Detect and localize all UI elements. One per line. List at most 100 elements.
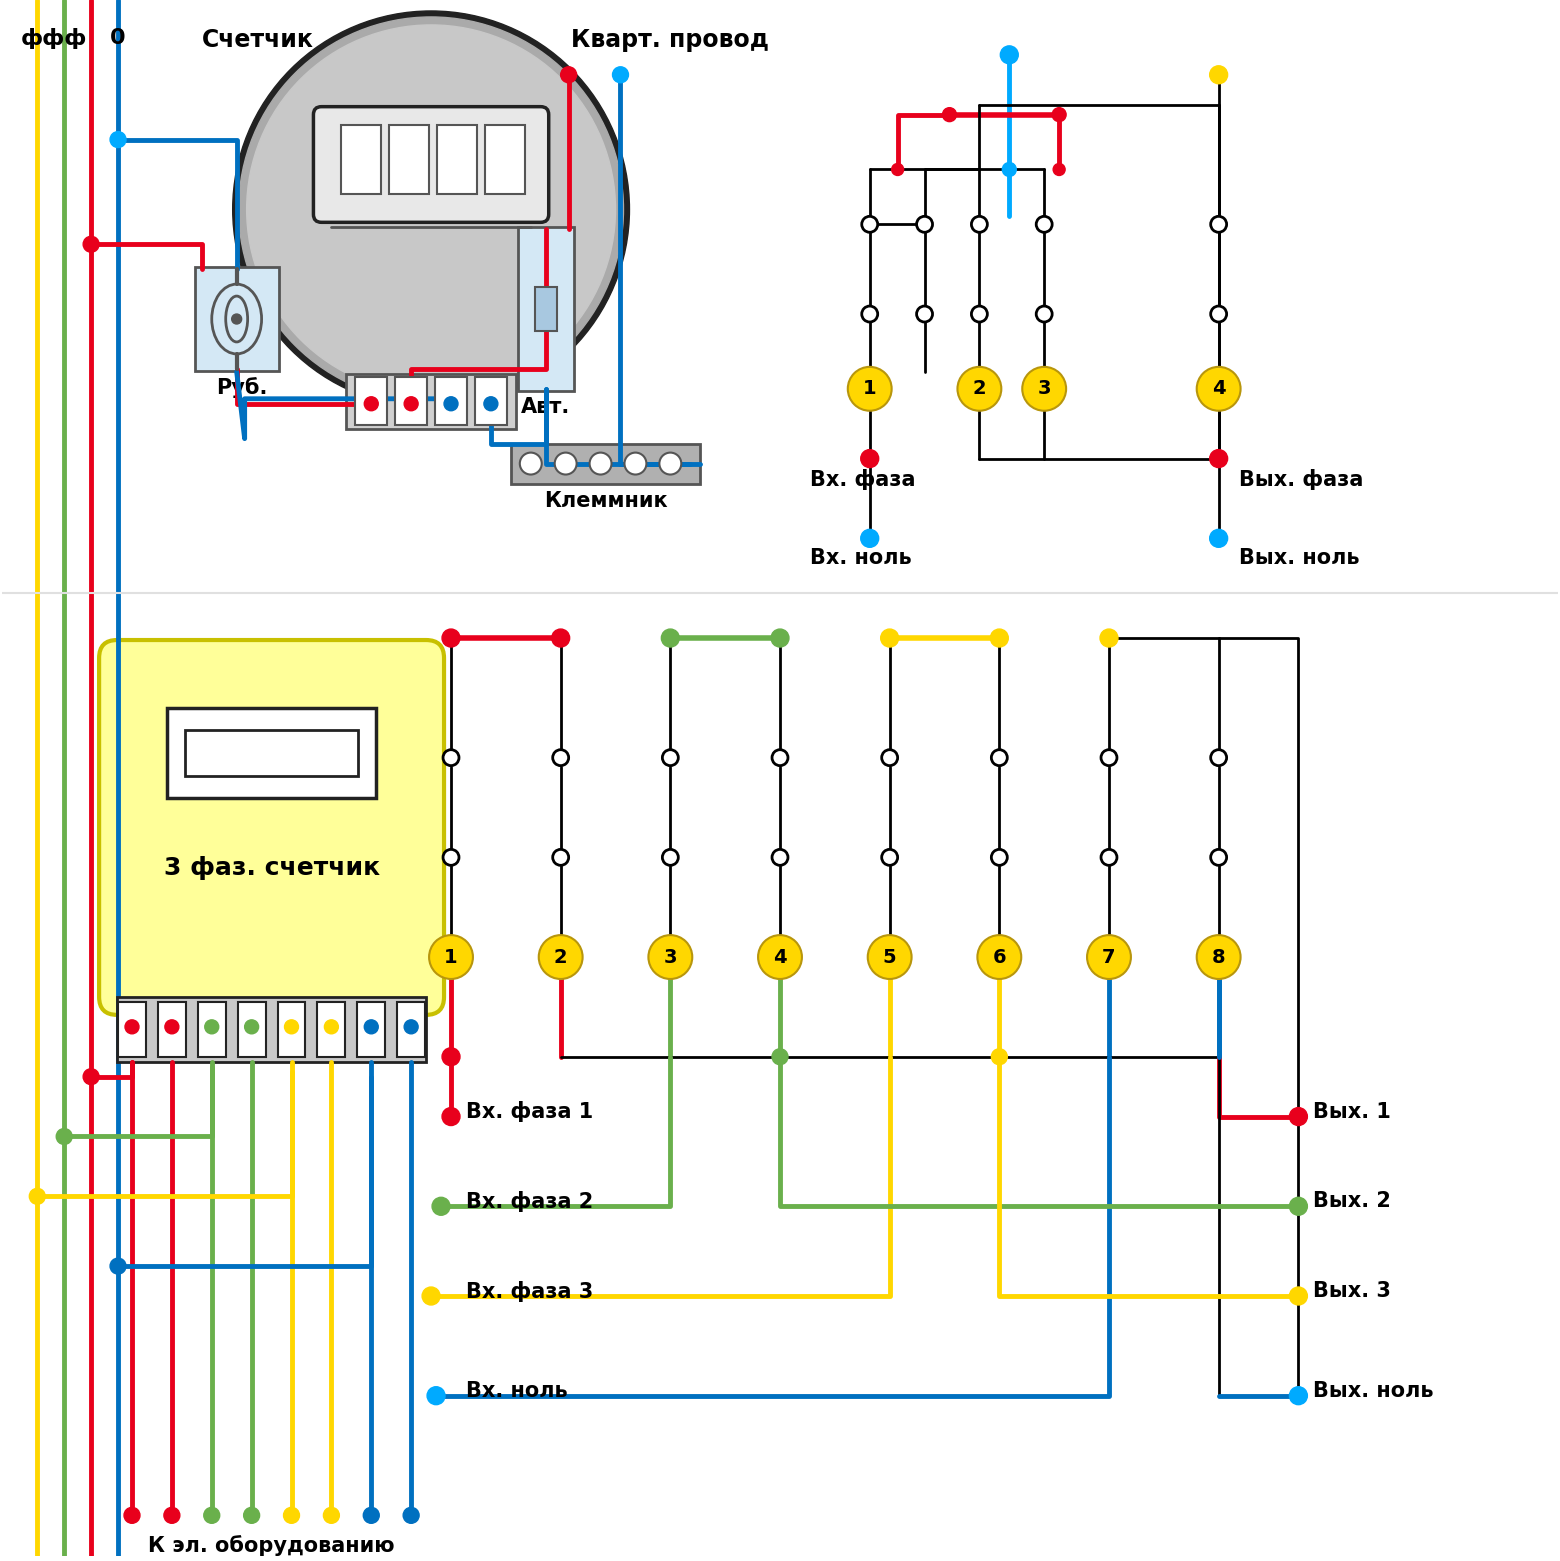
- Text: 6: 6: [992, 948, 1006, 966]
- Circle shape: [1290, 1386, 1307, 1405]
- Circle shape: [284, 1019, 298, 1033]
- Bar: [167, 707, 376, 798]
- Text: Вых. ноль: Вых. ноль: [1314, 1381, 1434, 1400]
- Bar: [357, 1002, 385, 1057]
- Circle shape: [552, 849, 569, 865]
- Circle shape: [613, 67, 629, 83]
- Circle shape: [365, 396, 378, 411]
- Text: Вых. 3: Вых. 3: [1314, 1282, 1392, 1300]
- Text: 2: 2: [972, 379, 986, 398]
- Circle shape: [917, 306, 933, 322]
- Circle shape: [232, 314, 242, 325]
- Circle shape: [445, 396, 459, 411]
- Text: 3: 3: [663, 948, 677, 966]
- Circle shape: [917, 217, 933, 233]
- Circle shape: [1209, 66, 1228, 84]
- Circle shape: [83, 236, 100, 253]
- Circle shape: [1290, 1197, 1307, 1216]
- Circle shape: [1000, 45, 1019, 64]
- Circle shape: [363, 1508, 379, 1524]
- Circle shape: [1036, 306, 1051, 322]
- Text: Вых. фаза: Вых. фаза: [1239, 468, 1363, 490]
- Text: Вых. ноль: Вых. ноль: [1239, 548, 1359, 568]
- Text: Счетчик: Счетчик: [201, 28, 314, 52]
- Circle shape: [1197, 367, 1240, 411]
- Bar: [437, 125, 477, 195]
- Circle shape: [847, 367, 892, 411]
- Bar: [388, 125, 429, 195]
- Circle shape: [1197, 935, 1240, 979]
- Circle shape: [1003, 162, 1016, 176]
- Circle shape: [423, 1286, 440, 1305]
- Circle shape: [441, 1047, 460, 1066]
- Text: Вх. фаза: Вх. фаза: [810, 468, 916, 490]
- Bar: [535, 287, 557, 331]
- Circle shape: [1101, 849, 1117, 865]
- Circle shape: [861, 306, 878, 322]
- Circle shape: [590, 453, 612, 475]
- Circle shape: [1211, 217, 1226, 233]
- Circle shape: [239, 17, 624, 401]
- Circle shape: [758, 935, 802, 979]
- Text: Вх. ноль: Вх. ноль: [810, 548, 911, 568]
- Bar: [317, 1002, 345, 1057]
- Circle shape: [83, 1069, 100, 1085]
- Circle shape: [972, 217, 987, 233]
- Text: Вх. фаза 1: Вх. фаза 1: [466, 1101, 593, 1122]
- Circle shape: [164, 1508, 179, 1524]
- Circle shape: [978, 935, 1022, 979]
- Circle shape: [881, 629, 899, 646]
- Circle shape: [1036, 217, 1051, 233]
- Text: Вх. фаза 2: Вх. фаза 2: [466, 1191, 593, 1211]
- Circle shape: [402, 1508, 420, 1524]
- Text: 1: 1: [445, 948, 457, 966]
- Text: 4: 4: [774, 948, 786, 966]
- Circle shape: [1290, 1108, 1307, 1125]
- Circle shape: [429, 935, 473, 979]
- Text: 5: 5: [883, 948, 897, 966]
- Circle shape: [1101, 749, 1117, 765]
- Circle shape: [991, 1049, 1008, 1065]
- Text: 3 фаз. счетчик: 3 фаз. счетчик: [164, 855, 379, 880]
- Circle shape: [560, 67, 577, 83]
- Circle shape: [246, 25, 616, 393]
- Bar: [237, 1002, 265, 1057]
- Bar: [435, 376, 466, 425]
- Circle shape: [125, 1019, 139, 1033]
- Circle shape: [1211, 306, 1226, 322]
- FancyBboxPatch shape: [314, 106, 549, 222]
- Circle shape: [663, 749, 679, 765]
- Circle shape: [284, 1508, 300, 1524]
- Circle shape: [441, 629, 460, 646]
- Circle shape: [649, 935, 693, 979]
- Circle shape: [942, 108, 956, 122]
- Text: 8: 8: [1212, 948, 1226, 966]
- Bar: [474, 376, 507, 425]
- Circle shape: [365, 1019, 378, 1033]
- Circle shape: [991, 749, 1008, 765]
- Circle shape: [771, 629, 789, 646]
- Circle shape: [56, 1129, 72, 1144]
- Circle shape: [404, 1019, 418, 1033]
- Circle shape: [111, 1258, 126, 1274]
- Bar: [395, 376, 427, 425]
- Circle shape: [484, 396, 498, 411]
- Circle shape: [1211, 749, 1226, 765]
- Circle shape: [663, 849, 679, 865]
- Circle shape: [204, 1508, 220, 1524]
- Circle shape: [245, 1019, 259, 1033]
- Circle shape: [538, 935, 582, 979]
- Bar: [346, 373, 516, 429]
- Text: Вых. 1: Вых. 1: [1314, 1102, 1392, 1121]
- Bar: [119, 1002, 147, 1057]
- Text: Вх. фаза 3: Вх. фаза 3: [466, 1280, 593, 1302]
- Circle shape: [881, 749, 897, 765]
- Text: 1: 1: [863, 379, 877, 398]
- Circle shape: [441, 1108, 460, 1125]
- Bar: [510, 443, 700, 484]
- Text: 7: 7: [1103, 948, 1115, 966]
- Bar: [342, 125, 381, 195]
- Circle shape: [958, 367, 1002, 411]
- Circle shape: [861, 217, 878, 233]
- Circle shape: [552, 749, 569, 765]
